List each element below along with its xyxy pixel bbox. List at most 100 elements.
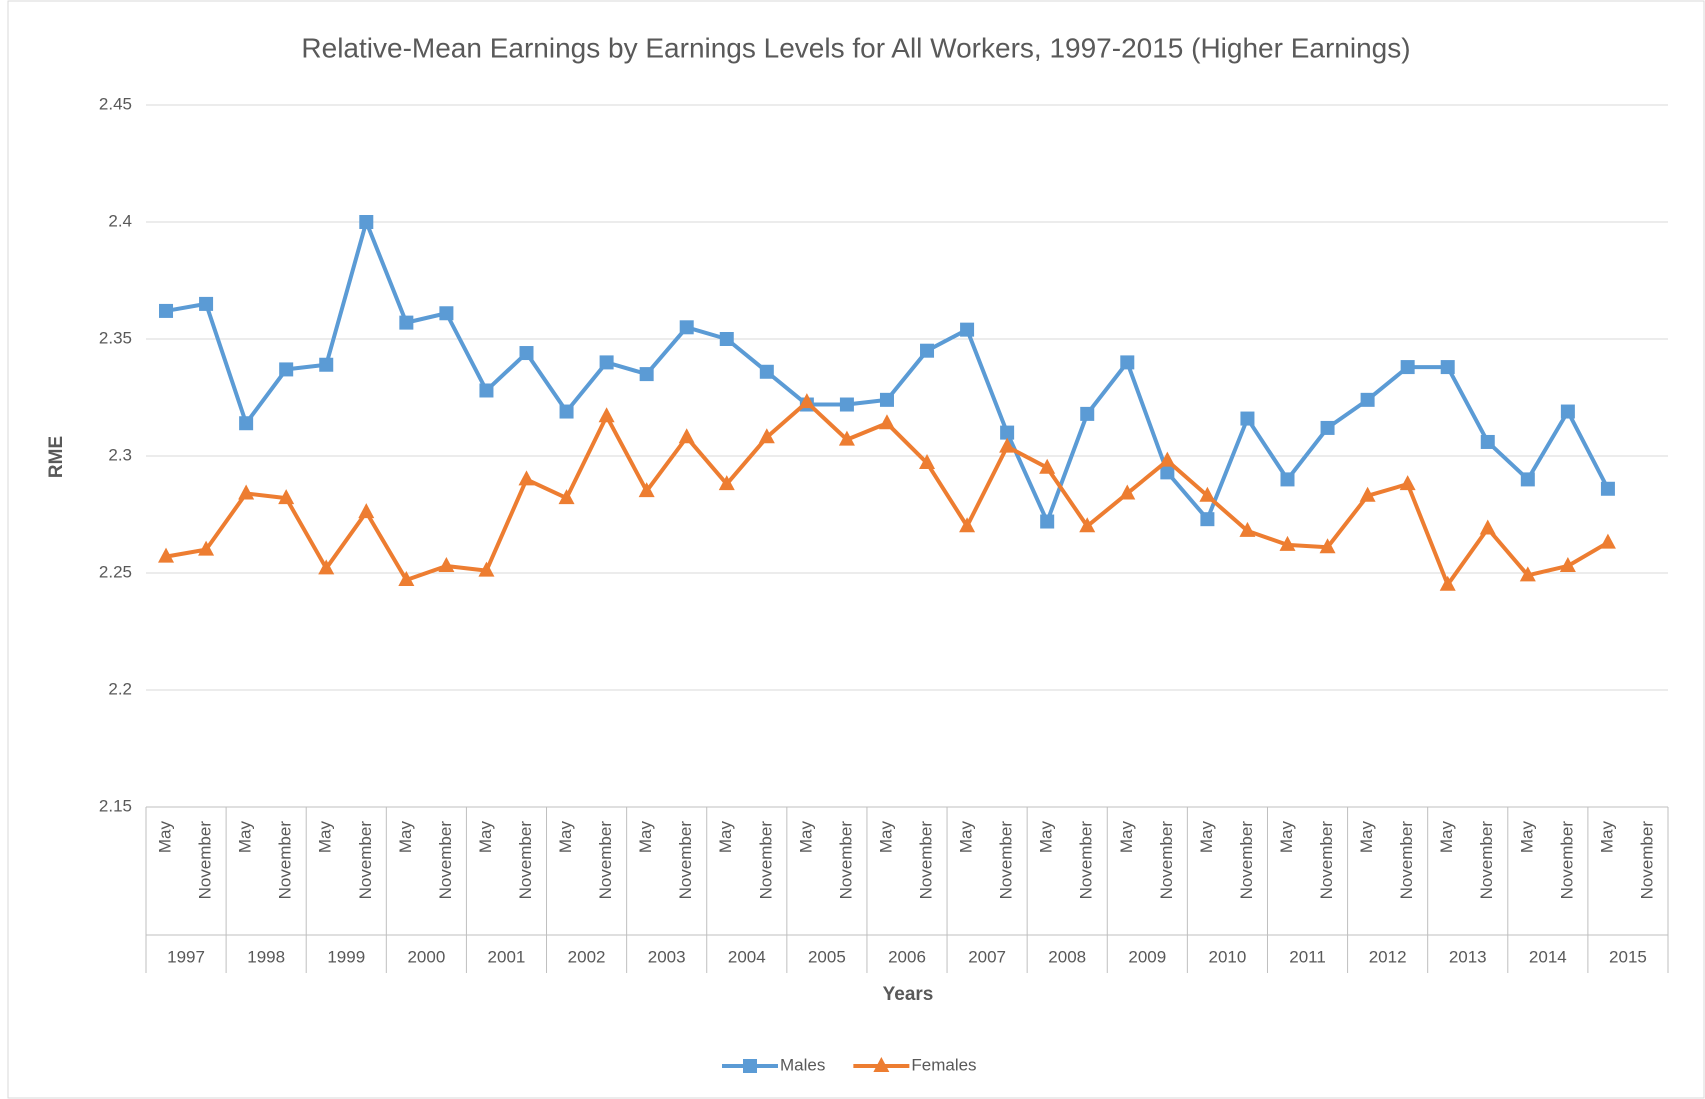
- marker: [1519, 566, 1536, 582]
- marker: [159, 303, 174, 318]
- marker: [519, 346, 534, 361]
- x-tick-label: May: [1197, 821, 1216, 854]
- marker: [1520, 472, 1535, 487]
- x-tick-label: November: [596, 821, 615, 900]
- marker: [599, 355, 614, 370]
- x-tick-label: November: [836, 821, 855, 900]
- y-axis-label: RME: [46, 436, 67, 478]
- marker: [358, 503, 375, 519]
- x-tick-label: November: [516, 821, 535, 900]
- x-group-label: 2014: [1529, 947, 1567, 966]
- marker: [878, 414, 895, 430]
- x-tick-label: May: [156, 821, 175, 854]
- marker: [1319, 538, 1336, 554]
- marker: [1040, 514, 1055, 529]
- x-tick-label: November: [1157, 821, 1176, 900]
- marker: [359, 215, 374, 229]
- x-tick-label: November: [1397, 821, 1416, 900]
- x-tick-label: November: [917, 821, 936, 900]
- marker: [1000, 425, 1015, 440]
- chart-title: Relative-Mean Earnings by Earnings Level…: [301, 32, 1410, 63]
- marker: [638, 482, 655, 498]
- marker: [1440, 360, 1455, 375]
- y-tick-label: 2.25: [99, 562, 132, 581]
- x-axis-label: Years: [883, 984, 934, 1005]
- y-tick-label: 2.3: [108, 445, 132, 464]
- marker: [479, 383, 494, 398]
- marker: [278, 489, 295, 505]
- marker: [879, 392, 894, 407]
- marker: [1160, 465, 1175, 480]
- marker: [199, 296, 214, 311]
- marker: [639, 367, 654, 382]
- x-tick-label: November: [436, 821, 455, 900]
- marker: [1039, 458, 1056, 474]
- x-tick-label: May: [1597, 821, 1616, 854]
- x-tick-label: May: [396, 821, 415, 854]
- x-group-label: 2013: [1449, 947, 1487, 966]
- x-tick-label: November: [1557, 821, 1576, 900]
- marker: [559, 404, 574, 419]
- x-tick-label: November: [997, 821, 1016, 900]
- marker: [1599, 533, 1616, 549]
- marker: [239, 416, 254, 431]
- x-tick-label: May: [1277, 821, 1296, 854]
- marker: [1079, 517, 1096, 533]
- x-tick-label: May: [876, 821, 895, 854]
- marker: [1279, 535, 1296, 551]
- marker: [399, 315, 414, 330]
- y-tick-label: 2.2: [108, 679, 132, 698]
- x-group-label: 2001: [488, 947, 526, 966]
- x-group-label: 2010: [1209, 947, 1247, 966]
- marker: [838, 430, 855, 446]
- x-group-label: 2009: [1128, 947, 1166, 966]
- x-tick-label: May: [1037, 821, 1056, 854]
- marker: [1119, 484, 1136, 500]
- y-tick-label: 2.15: [99, 796, 132, 815]
- x-tick-label: May: [236, 821, 255, 854]
- marker: [318, 559, 335, 575]
- marker: [1199, 486, 1216, 502]
- x-tick-label: November: [196, 821, 215, 900]
- marker: [1360, 392, 1375, 407]
- marker: [1159, 451, 1176, 467]
- marker: [1479, 519, 1496, 535]
- marker: [719, 332, 734, 346]
- legend-marker: [743, 1059, 757, 1073]
- x-tick-label: November: [756, 821, 775, 900]
- marker: [558, 489, 575, 505]
- x-group-label: 2011: [1289, 947, 1326, 966]
- y-tick-label: 2.45: [99, 94, 132, 113]
- chart-border: [7, 0, 1705, 1099]
- x-tick-label: May: [316, 821, 335, 854]
- legend-label: Males: [780, 1055, 825, 1074]
- marker: [319, 357, 334, 372]
- marker: [158, 547, 175, 563]
- marker: [960, 322, 975, 337]
- marker: [1480, 434, 1495, 449]
- marker: [1200, 512, 1215, 527]
- x-tick-label: November: [676, 821, 695, 900]
- marker: [718, 475, 735, 491]
- legend-marker: [873, 1057, 890, 1072]
- marker: [839, 397, 854, 412]
- y-tick-label: 2.4: [108, 211, 132, 230]
- y-tick-label: 2.35: [99, 328, 132, 347]
- marker: [398, 571, 415, 587]
- x-tick-label: November: [276, 821, 295, 900]
- marker: [759, 364, 774, 379]
- marker: [678, 428, 695, 444]
- marker: [1439, 575, 1456, 591]
- marker: [1559, 556, 1576, 572]
- marker: [518, 470, 535, 486]
- marker: [1120, 355, 1135, 370]
- marker: [438, 556, 455, 572]
- x-tick-label: May: [716, 821, 735, 854]
- x-tick-label: November: [1317, 821, 1336, 900]
- marker: [1080, 406, 1095, 421]
- x-tick-label: May: [1357, 821, 1376, 854]
- x-group-label: 2005: [808, 947, 846, 966]
- marker: [598, 407, 615, 423]
- legend-label: Females: [911, 1055, 976, 1074]
- x-tick-label: May: [476, 821, 495, 854]
